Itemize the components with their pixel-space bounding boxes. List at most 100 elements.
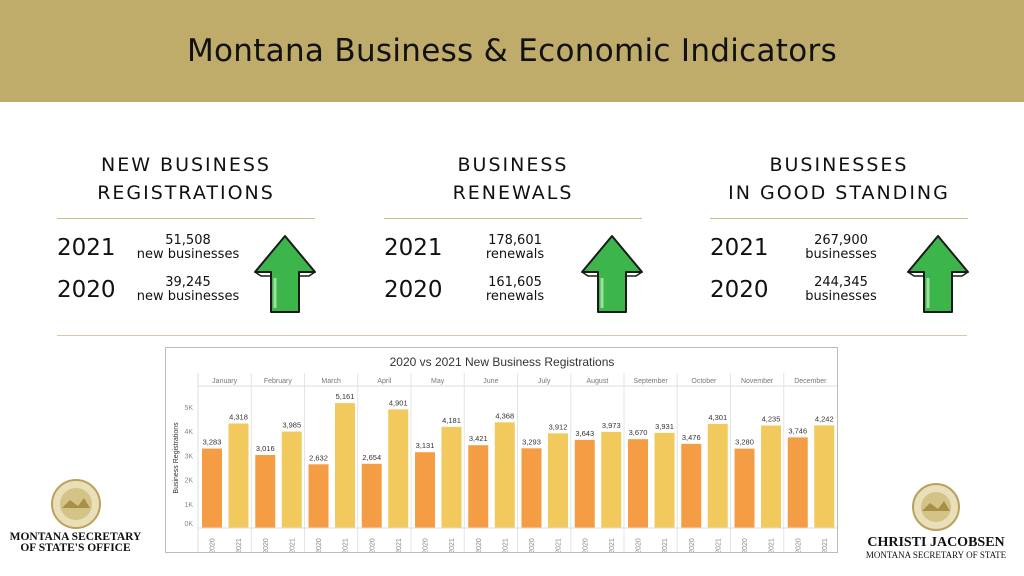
data-label: 3,293	[522, 437, 541, 446]
bar-2020	[521, 448, 542, 528]
bar-2021	[707, 423, 728, 528]
year-tick-label: 2020	[476, 538, 483, 553]
y-tick-label: 2K	[184, 478, 193, 485]
year-tick-label: 2020	[263, 538, 270, 553]
panel-title-line: BUSINESS	[457, 154, 569, 176]
year-value: 161,605 renewals	[456, 276, 574, 304]
month-label: June	[483, 378, 498, 385]
bar-2021	[494, 422, 515, 528]
year-tick-label: 2020	[316, 538, 323, 553]
indicator-panel: BUSINESS RENEWALS 2021 178,601 renewals 2…	[384, 150, 643, 313]
unit: new businesses	[136, 289, 240, 304]
year-row: 2020 244,345 businesses	[710, 276, 900, 304]
logo-text: CHRISTI JACOBSEN	[867, 535, 1005, 550]
data-label: 3,016	[256, 444, 275, 453]
count: 178,601	[488, 233, 542, 248]
data-label: 3,131	[416, 441, 435, 450]
year-label: 2021	[710, 235, 769, 261]
divider	[384, 218, 642, 219]
year-tick-label: 2020	[742, 538, 749, 553]
y-axis-label: Business Registrations	[173, 422, 180, 494]
y-tick-label: 4K	[184, 429, 193, 436]
chart-title: 2020 vs 2021 New Business Registrations	[390, 355, 615, 369]
data-label: 3,283	[203, 438, 222, 447]
data-label: 4,235	[762, 415, 781, 424]
year-label: 2020	[710, 277, 769, 303]
divider	[710, 218, 968, 219]
year-label: 2021	[57, 235, 116, 261]
year-tick-label: 2021	[609, 538, 616, 553]
unit: businesses	[805, 247, 877, 262]
data-label: 3,931	[655, 422, 674, 431]
panel-title-line: IN GOOD STANDING	[728, 182, 950, 204]
data-label: 4,242	[815, 414, 834, 423]
bar-2020	[202, 448, 222, 528]
up-arrow-icon	[581, 235, 643, 313]
year-tick-label: 2021	[715, 538, 722, 553]
y-tick-label: 0K	[184, 521, 193, 528]
data-label: 3,643	[575, 429, 594, 438]
divider	[57, 335, 967, 336]
up-arrow-icon	[254, 235, 316, 313]
month-label: October	[691, 378, 717, 385]
data-label: 4,301	[708, 413, 727, 422]
data-label: 3,476	[682, 433, 701, 442]
data-label: 2,632	[309, 453, 328, 462]
bar-2020	[255, 455, 276, 528]
bar-2021	[814, 425, 835, 528]
bar-2020	[361, 463, 382, 528]
month-label: August	[586, 378, 608, 385]
indicator-panel: BUSINESSES IN GOOD STANDING 2021 267,900…	[710, 150, 969, 313]
panel-title-line: NEW BUSINESS	[101, 154, 271, 176]
page-title: Montana Business & Economic Indicators	[186, 33, 838, 69]
indicator-panel: NEW BUSINESS REGISTRATIONS 2021 51,508 ne…	[57, 150, 316, 313]
data-label: 4,318	[229, 413, 248, 422]
data-label: 4,901	[389, 398, 408, 407]
year-tick-label: 2020	[210, 538, 217, 553]
year-tick-label: 2020	[689, 538, 696, 553]
unit: businesses	[805, 289, 877, 304]
year-tick-label: 2021	[662, 538, 669, 553]
state-seal-icon	[912, 483, 960, 531]
unit: new businesses	[136, 247, 240, 262]
month-label: March	[321, 378, 341, 385]
panel-title-line: BUSINESSES	[769, 154, 909, 176]
year-row: 2021 178,601 renewals	[384, 234, 574, 262]
bar-2021	[388, 409, 409, 528]
month-label: February	[264, 378, 293, 385]
month-label: April	[377, 378, 391, 385]
logo-text: OF STATE'S OFFICE	[20, 542, 131, 554]
data-label: 3,280	[735, 438, 754, 447]
month-label: September	[634, 378, 669, 385]
year-tick-label: 2021	[396, 538, 403, 553]
sos-office-logo: MONTANA SECRETARY OF STATE'S OFFICE	[8, 478, 143, 554]
data-label: 3,670	[629, 428, 648, 437]
bar-2020	[574, 439, 595, 528]
count: 244,345	[814, 275, 868, 290]
count: 267,900	[814, 233, 868, 248]
year-row: 2021 51,508 new businesses	[57, 234, 247, 262]
month-label: May	[431, 378, 445, 385]
year-value: 39,245 new businesses	[129, 276, 247, 304]
bar-2021	[335, 403, 355, 528]
year-tick-label: 2021	[236, 538, 243, 553]
panel-title: BUSINESS RENEWALS	[384, 150, 642, 208]
month-label: November	[741, 378, 774, 385]
y-tick-label: 3K	[184, 453, 193, 460]
year-label: 2020	[57, 277, 116, 303]
month-label: July	[538, 378, 551, 385]
data-label: 4,181	[442, 416, 461, 425]
bar-2021	[228, 423, 249, 528]
unit: renewals	[485, 289, 545, 304]
data-label: 3,746	[788, 426, 807, 435]
count: 39,245	[165, 275, 211, 290]
title-banner: Montana Business & Economic Indicators	[0, 0, 1024, 102]
year-tick-label: 2021	[343, 538, 350, 553]
data-label: 5,161	[336, 392, 355, 401]
year-tick-label: 2020	[636, 538, 643, 553]
bar-2021	[601, 431, 622, 528]
data-label: 3,973	[602, 421, 621, 430]
year-row: 2021 267,900 businesses	[710, 234, 900, 262]
panel-title-line: REGISTRATIONS	[97, 182, 275, 204]
up-arrow-icon	[907, 235, 969, 313]
